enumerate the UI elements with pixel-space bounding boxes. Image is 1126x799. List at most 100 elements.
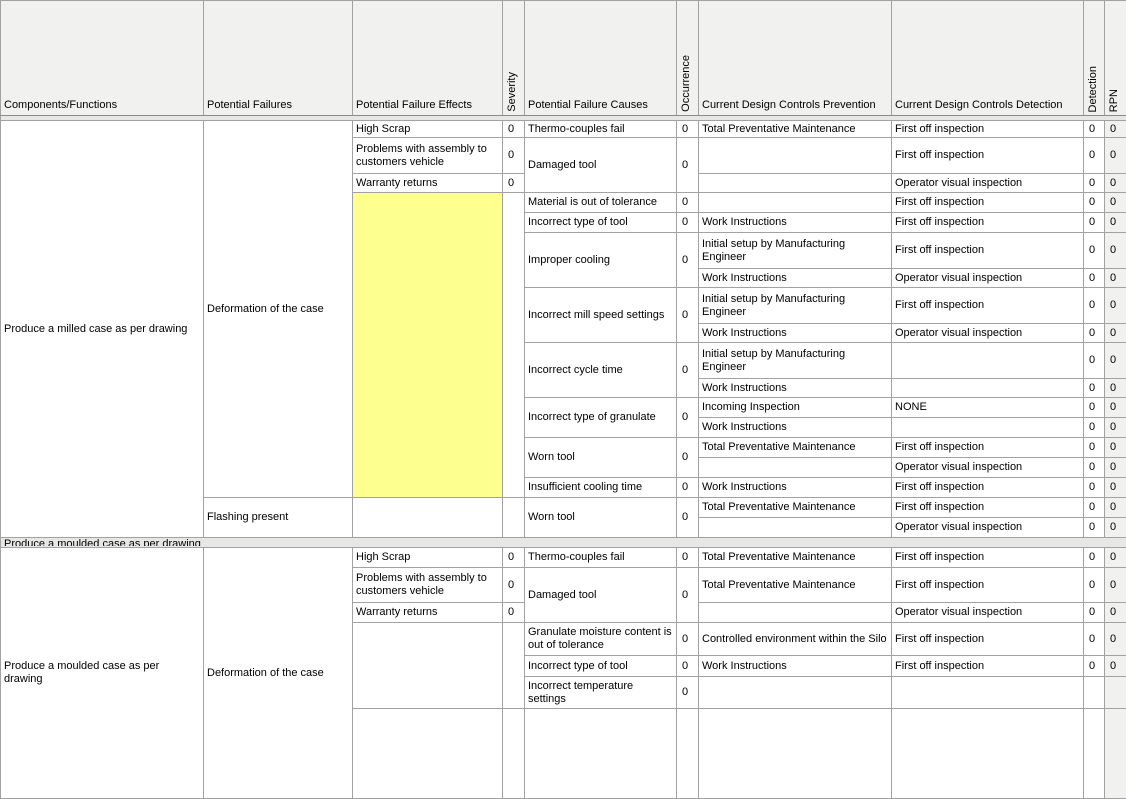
- cell-detection-control[interactable]: First off inspection: [892, 138, 1084, 174]
- cell-rpn[interactable]: 0: [1105, 418, 1126, 438]
- cell-severity[interactable]: [503, 193, 525, 498]
- cell-detection-control[interactable]: First off inspection: [892, 193, 1084, 213]
- cell-rpn[interactable]: 0: [1105, 438, 1126, 458]
- cell-detection-rating[interactable]: 0: [1084, 438, 1105, 458]
- cell-detection-rating[interactable]: [1084, 677, 1105, 709]
- cell-detection-rating[interactable]: 0: [1084, 138, 1105, 174]
- cell-rpn[interactable]: 0: [1105, 379, 1126, 398]
- cell-prevention-control[interactable]: Work Instructions: [699, 656, 892, 677]
- cell-rpn[interactable]: 0: [1105, 121, 1126, 138]
- cell-detection-rating[interactable]: 0: [1084, 233, 1105, 269]
- cell-prevention-control[interactable]: [699, 458, 892, 478]
- cell-occurrence[interactable]: 0: [677, 343, 699, 398]
- cell-prevention-control[interactable]: Work Instructions: [699, 324, 892, 343]
- cell-failure-effect[interactable]: Problems with assembly to customers vehi…: [353, 568, 503, 603]
- cell-severity[interactable]: 0: [503, 174, 525, 193]
- cell-occurrence[interactable]: 0: [677, 213, 699, 233]
- cell-rpn[interactable]: 0: [1105, 458, 1126, 478]
- cell-rpn[interactable]: 0: [1105, 324, 1126, 343]
- cell-detection-rating[interactable]: 0: [1084, 121, 1105, 138]
- cell-rpn[interactable]: 0: [1105, 548, 1126, 568]
- cell-detection-control[interactable]: Operator visual inspection: [892, 174, 1084, 193]
- cell-detection-control[interactable]: First off inspection: [892, 213, 1084, 233]
- cell-prevention-control[interactable]: [699, 603, 892, 623]
- cell-occurrence[interactable]: 0: [677, 193, 699, 213]
- cell-detection-rating[interactable]: 0: [1084, 398, 1105, 418]
- cell-detection-control[interactable]: First off inspection: [892, 233, 1084, 269]
- cell-detection-rating[interactable]: 0: [1084, 603, 1105, 623]
- cell-rpn[interactable]: 0: [1105, 603, 1126, 623]
- cell-detection-control[interactable]: First off inspection: [892, 438, 1084, 458]
- cell-severity[interactable]: 0: [503, 138, 525, 174]
- cell-detection-rating[interactable]: 0: [1084, 288, 1105, 324]
- cell-occurrence[interactable]: 0: [677, 121, 699, 138]
- cell-rpn[interactable]: 0: [1105, 174, 1126, 193]
- cell-failure-cause[interactable]: Incorrect type of tool: [525, 213, 677, 233]
- cell-detection-control[interactable]: First off inspection: [892, 548, 1084, 568]
- cell-severity[interactable]: [503, 709, 525, 799]
- cell-failure-cause[interactable]: Incorrect type of granulate: [525, 398, 677, 438]
- cell-potential-failure[interactable]: Deformation of the case: [204, 121, 353, 498]
- cell-detection-rating[interactable]: 0: [1084, 324, 1105, 343]
- cell-component[interactable]: Produce a moulded case as per drawing: [1, 548, 204, 799]
- cell-occurrence[interactable]: [677, 709, 699, 799]
- cell-detection-rating[interactable]: 0: [1084, 548, 1105, 568]
- cell-failure-effect[interactable]: High Scrap: [353, 121, 503, 138]
- cell-detection-control[interactable]: [892, 709, 1084, 799]
- cell-failure-cause[interactable]: Worn tool: [525, 438, 677, 478]
- cell-detection-rating[interactable]: 0: [1084, 269, 1105, 288]
- cell-detection-control[interactable]: Operator visual inspection: [892, 603, 1084, 623]
- cell-rpn[interactable]: 0: [1105, 138, 1126, 174]
- cell-severity[interactable]: 0: [503, 121, 525, 138]
- component-band-cell[interactable]: Produce a moulded case as per drawing: [1, 538, 1126, 548]
- cell-detection-control[interactable]: [892, 677, 1084, 709]
- cell-detection-control[interactable]: First off inspection: [892, 498, 1084, 518]
- cell-prevention-control[interactable]: Work Instructions: [699, 478, 892, 498]
- cell-occurrence[interactable]: 0: [677, 677, 699, 709]
- cell-failure-effect[interactable]: Warranty returns: [353, 174, 503, 193]
- cell-occurrence[interactable]: 0: [677, 233, 699, 288]
- cell-failure-cause[interactable]: Material is out of tolerance: [525, 193, 677, 213]
- cell-failure-cause[interactable]: Damaged tool: [525, 138, 677, 193]
- cell-rpn[interactable]: [1105, 677, 1126, 709]
- cell-detection-control[interactable]: First off inspection: [892, 568, 1084, 603]
- cell-severity[interactable]: 0: [503, 568, 525, 603]
- cell-prevention-control[interactable]: Initial setup by Manufacturing Engineer: [699, 343, 892, 379]
- cell-detection-rating[interactable]: 0: [1084, 174, 1105, 193]
- cell-occurrence[interactable]: 0: [677, 498, 699, 538]
- cell-failure-cause[interactable]: Worn tool: [525, 498, 677, 538]
- cell-detection-rating[interactable]: 0: [1084, 213, 1105, 233]
- cell-detection-control[interactable]: NONE: [892, 398, 1084, 418]
- cell-severity[interactable]: 0: [503, 548, 525, 568]
- cell-failure-cause[interactable]: Incorrect mill speed settings: [525, 288, 677, 343]
- cell-detection-rating[interactable]: 0: [1084, 518, 1105, 538]
- cell-failure-cause[interactable]: Granulate moisture content is out of tol…: [525, 623, 677, 656]
- cell-failure-cause[interactable]: Incorrect type of tool: [525, 656, 677, 677]
- cell-failure-cause[interactable]: [525, 709, 677, 799]
- cell-rpn[interactable]: 0: [1105, 656, 1126, 677]
- cell-failure-effect-highlighted[interactable]: [353, 193, 503, 498]
- cell-prevention-control[interactable]: [699, 174, 892, 193]
- cell-rpn[interactable]: 0: [1105, 623, 1126, 656]
- cell-failure-cause[interactable]: Incorrect temperature settings: [525, 677, 677, 709]
- cell-occurrence[interactable]: 0: [677, 138, 699, 193]
- cell-component[interactable]: Produce a milled case as per drawing: [1, 121, 204, 538]
- cell-failure-cause[interactable]: Improper cooling: [525, 233, 677, 288]
- cell-occurrence[interactable]: 0: [677, 656, 699, 677]
- cell-occurrence[interactable]: 0: [677, 548, 699, 568]
- cell-severity[interactable]: 0: [503, 603, 525, 623]
- cell-prevention-control[interactable]: Work Instructions: [699, 418, 892, 438]
- cell-prevention-control[interactable]: Total Preventative Maintenance: [699, 548, 892, 568]
- cell-rpn[interactable]: 0: [1105, 193, 1126, 213]
- cell-detection-rating[interactable]: 0: [1084, 568, 1105, 603]
- cell-rpn[interactable]: 0: [1105, 343, 1126, 379]
- cell-occurrence[interactable]: 0: [677, 398, 699, 438]
- cell-prevention-control[interactable]: [699, 138, 892, 174]
- cell-failure-effect[interactable]: Warranty returns: [353, 603, 503, 623]
- cell-detection-rating[interactable]: 0: [1084, 379, 1105, 398]
- cell-rpn[interactable]: 0: [1105, 233, 1126, 269]
- cell-occurrence[interactable]: 0: [677, 623, 699, 656]
- cell-detection-control[interactable]: First off inspection: [892, 656, 1084, 677]
- cell-rpn[interactable]: 0: [1105, 398, 1126, 418]
- cell-detection-rating[interactable]: [1084, 709, 1105, 799]
